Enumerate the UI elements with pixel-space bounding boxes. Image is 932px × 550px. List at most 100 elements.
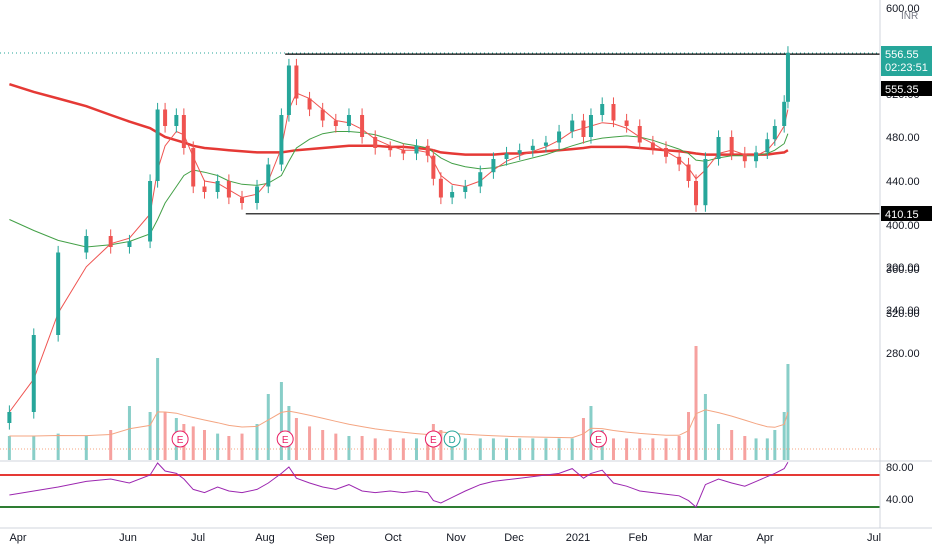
rsi-tick-label: 40.00 bbox=[886, 494, 914, 506]
volume-bar bbox=[202, 430, 206, 460]
event-label: E bbox=[595, 435, 602, 446]
candle-body bbox=[266, 164, 271, 187]
candle-body bbox=[530, 145, 535, 151]
volume-bar bbox=[743, 436, 747, 460]
candle-body bbox=[624, 120, 629, 126]
volume-bar bbox=[557, 438, 561, 460]
candle-body bbox=[401, 150, 406, 154]
volume-bar bbox=[414, 438, 418, 460]
candle-body bbox=[637, 126, 642, 143]
candle-body bbox=[333, 120, 338, 126]
volume-bar bbox=[782, 412, 786, 460]
candle-body bbox=[346, 115, 351, 126]
support-price-tag: 410.15 bbox=[881, 206, 932, 221]
volume-bar bbox=[156, 358, 160, 460]
volume-bar bbox=[32, 436, 36, 460]
candle-body bbox=[240, 197, 245, 203]
volume-bar bbox=[294, 418, 298, 460]
candle-body bbox=[570, 120, 575, 132]
ma-fast-line bbox=[8, 92, 789, 413]
candle-body bbox=[716, 137, 721, 159]
candle-body bbox=[600, 104, 605, 115]
candle-body bbox=[425, 145, 430, 156]
candle-body bbox=[694, 181, 699, 206]
candle-body bbox=[127, 241, 132, 247]
volume-bar bbox=[127, 406, 131, 460]
event-marker-e[interactable]: E bbox=[171, 430, 189, 448]
price-tag-bg bbox=[881, 206, 932, 221]
candle-body bbox=[650, 142, 655, 148]
event-marker-e[interactable]: E bbox=[424, 430, 442, 448]
horizontal-levels bbox=[245, 53, 880, 215]
time-tick-label: Apr bbox=[756, 532, 773, 544]
candle-body bbox=[414, 145, 419, 154]
volume-bar bbox=[56, 433, 60, 460]
candle-body bbox=[307, 98, 312, 110]
volume-bar bbox=[84, 436, 88, 460]
candle-body bbox=[478, 172, 483, 187]
candle-body bbox=[664, 148, 669, 157]
event-label: E bbox=[177, 435, 184, 446]
event-marker-d[interactable]: D bbox=[443, 430, 461, 448]
candle-body bbox=[148, 181, 153, 242]
candle-body bbox=[438, 178, 443, 198]
rsi-axis[interactable]: 80.00 40.00 bbox=[886, 462, 914, 506]
volume-bar bbox=[439, 430, 443, 460]
volume-bar bbox=[505, 438, 509, 460]
volume-bar bbox=[625, 438, 629, 460]
event-circle bbox=[443, 430, 461, 448]
time-axis[interactable]: Apr Jun Jul Aug Sep Oct Nov Dec 2021 Feb Mar Apr Jul bbox=[9, 532, 881, 544]
time-tick-label: Mar bbox=[694, 532, 713, 544]
price-tick-label: 360.00 bbox=[886, 264, 920, 276]
volume-bar bbox=[7, 436, 11, 460]
volume-ma-line bbox=[9, 409, 789, 439]
volume-bar bbox=[450, 438, 454, 460]
time-tick-label: Dec bbox=[504, 532, 524, 544]
volume-bar bbox=[266, 394, 270, 460]
event-marker-e[interactable]: E bbox=[276, 430, 294, 448]
candle-body bbox=[729, 137, 734, 154]
volume-bar bbox=[216, 433, 220, 460]
price-pane[interactable] bbox=[0, 46, 880, 430]
candle-body bbox=[320, 109, 325, 121]
price-tick-label: 480.00 bbox=[886, 132, 920, 144]
candle-body bbox=[517, 150, 522, 154]
price-tag-bg bbox=[881, 81, 932, 96]
volume-bar bbox=[730, 430, 734, 460]
candle-body bbox=[7, 412, 12, 423]
volume-bar bbox=[687, 412, 691, 460]
candle-body bbox=[754, 152, 759, 162]
candle-body bbox=[388, 148, 393, 151]
price-tag-text: 556.55 bbox=[885, 49, 919, 61]
event-circle bbox=[276, 430, 294, 448]
candle-body bbox=[588, 115, 593, 137]
volume-bar bbox=[163, 412, 167, 460]
volume-bar bbox=[589, 406, 593, 460]
event-label: E bbox=[282, 435, 289, 446]
price-tick-label: 600.00 bbox=[886, 3, 920, 15]
event-marker-e[interactable]: E bbox=[589, 430, 607, 448]
candle-body bbox=[84, 236, 89, 253]
candle-body bbox=[294, 65, 299, 99]
volume-bar bbox=[544, 438, 548, 460]
price-tag-bg bbox=[881, 46, 932, 76]
candle-body bbox=[279, 115, 284, 165]
event-circle bbox=[589, 430, 607, 448]
volume-bar bbox=[717, 424, 721, 460]
time-tick-label: Feb bbox=[629, 532, 648, 544]
volume-bars bbox=[7, 346, 790, 460]
volume-bar bbox=[109, 430, 113, 460]
candle-body bbox=[686, 164, 691, 181]
candle-body bbox=[703, 159, 708, 206]
volume-bar bbox=[240, 433, 244, 460]
candle-body bbox=[191, 148, 196, 187]
ma-slow-line bbox=[9, 83, 789, 156]
price-tick-label: 280.00 bbox=[886, 348, 920, 360]
time-tick-label: Oct bbox=[384, 532, 401, 544]
candle-body bbox=[611, 104, 616, 121]
time-tick-label: Aug bbox=[255, 532, 275, 544]
